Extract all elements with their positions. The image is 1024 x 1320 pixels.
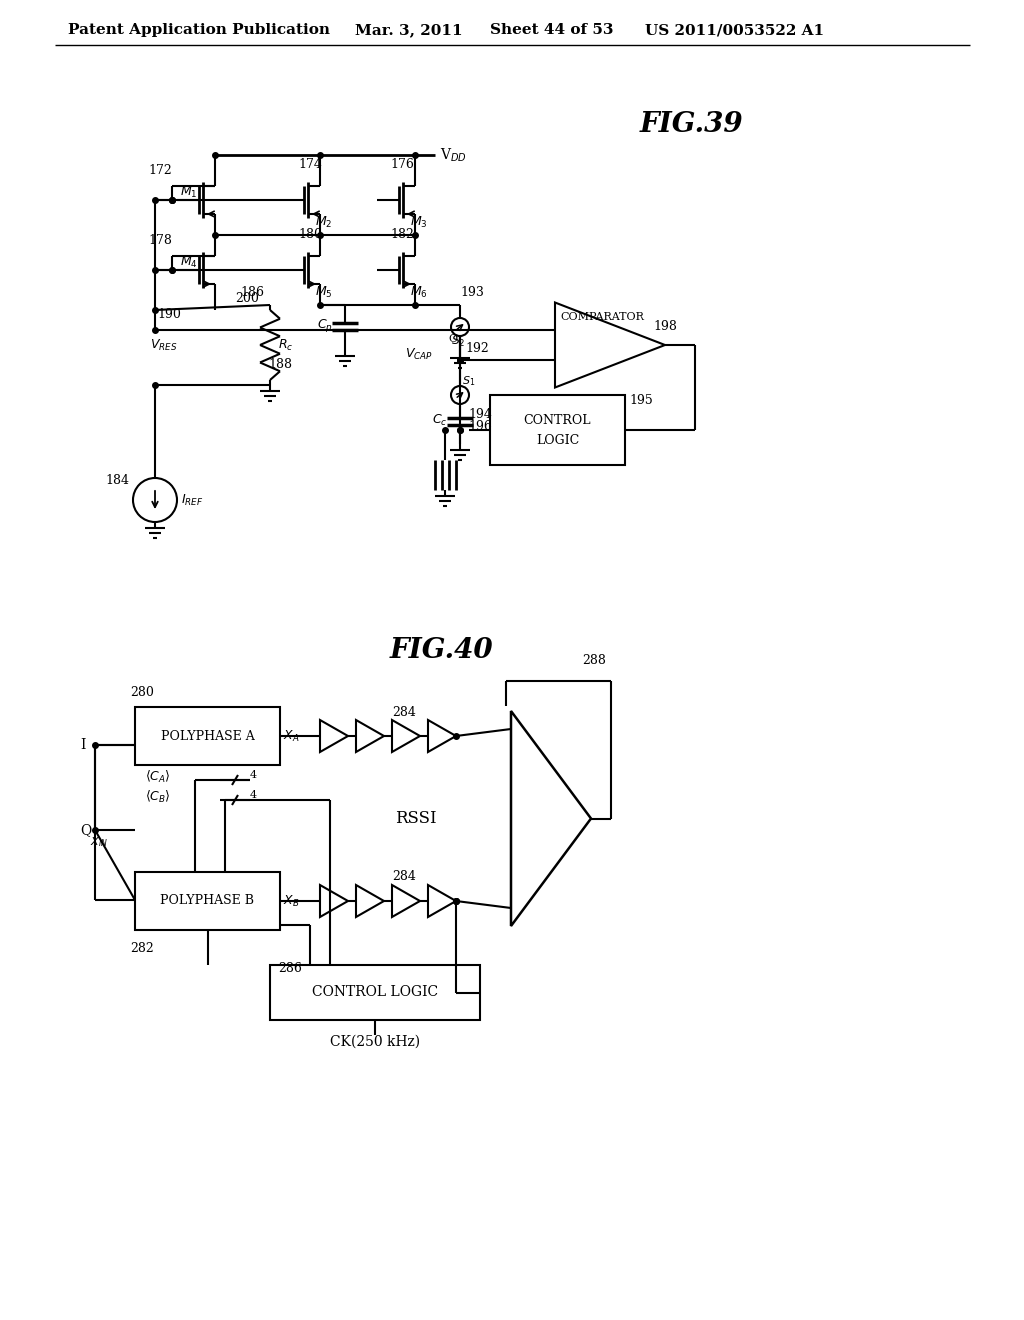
Text: 192: 192 (465, 342, 488, 355)
Text: 186: 186 (240, 285, 264, 298)
Text: $S_1$: $S_1$ (462, 374, 475, 388)
Text: 4: 4 (250, 770, 257, 780)
Text: $C_c$: $C_c$ (432, 412, 447, 428)
Text: Q: Q (80, 822, 91, 837)
Text: $M_5$: $M_5$ (315, 284, 333, 300)
Text: $X_{IN}$: $X_{IN}$ (90, 836, 108, 849)
Text: $V_{RES}$: $V_{RES}$ (150, 338, 177, 352)
Text: $\langle C_A \rangle$: $\langle C_A \rangle$ (145, 770, 171, 785)
Text: $M_3$: $M_3$ (410, 214, 428, 230)
Text: $M_2$: $M_2$ (315, 214, 333, 230)
Text: Patent Application Publication: Patent Application Publication (68, 22, 330, 37)
Text: 4: 4 (250, 789, 257, 800)
Text: CONTROL LOGIC: CONTROL LOGIC (312, 986, 438, 999)
Text: 280: 280 (130, 685, 154, 698)
Text: 195: 195 (629, 393, 652, 407)
Text: V$_{DD}$: V$_{DD}$ (440, 147, 467, 164)
Text: 182: 182 (390, 227, 414, 240)
Text: $\langle C_B \rangle$: $\langle C_B \rangle$ (145, 789, 171, 805)
Text: 174: 174 (298, 157, 322, 170)
Text: FIG.39: FIG.39 (640, 111, 743, 139)
Text: 286: 286 (278, 961, 302, 974)
Text: COMPARATOR: COMPARATOR (560, 312, 644, 322)
Text: 198: 198 (653, 321, 677, 334)
Text: POLYPHASE A: POLYPHASE A (161, 730, 254, 742)
Text: $M_1$: $M_1$ (180, 185, 198, 199)
Text: RSSI: RSSI (394, 810, 436, 828)
Text: POLYPHASE B: POLYPHASE B (161, 895, 255, 908)
Text: 184: 184 (105, 474, 129, 487)
Text: 284: 284 (392, 705, 416, 718)
Text: LOGIC: LOGIC (536, 433, 580, 446)
Text: $M_4$: $M_4$ (180, 255, 198, 269)
Text: 194: 194 (468, 408, 492, 421)
Text: CONTROL: CONTROL (523, 413, 591, 426)
Text: 172: 172 (148, 165, 172, 177)
Text: CK(250 kHz): CK(250 kHz) (330, 1035, 420, 1049)
Text: $X_A$: $X_A$ (283, 729, 299, 743)
Text: 284: 284 (392, 870, 416, 883)
Text: I: I (80, 738, 85, 752)
Bar (270, 965, 480, 1020)
Text: 200: 200 (234, 293, 259, 305)
Bar (135, 873, 280, 931)
Text: Sheet 44 of 53: Sheet 44 of 53 (490, 22, 613, 37)
Text: 282: 282 (130, 941, 154, 954)
Text: FIG.40: FIG.40 (390, 636, 494, 664)
Text: 188: 188 (268, 359, 292, 371)
Text: 180: 180 (298, 227, 322, 240)
Text: 178: 178 (148, 235, 172, 248)
Text: 196: 196 (468, 420, 492, 433)
Text: $X_B$: $X_B$ (283, 894, 300, 908)
Text: 190: 190 (157, 309, 181, 322)
Text: US 2011/0053522 A1: US 2011/0053522 A1 (645, 22, 824, 37)
Text: O: O (449, 334, 457, 345)
Bar (135, 708, 280, 766)
Text: 288: 288 (582, 655, 606, 668)
Bar (490, 395, 625, 465)
Text: $R_c$: $R_c$ (278, 338, 293, 352)
Text: 176: 176 (390, 157, 414, 170)
Text: $C_p$: $C_p$ (317, 317, 333, 334)
Text: $I_{REF}$: $I_{REF}$ (181, 492, 204, 508)
Text: $S_2$: $S_2$ (451, 334, 465, 348)
Text: 193: 193 (460, 286, 484, 300)
Text: Mar. 3, 2011: Mar. 3, 2011 (355, 22, 463, 37)
Text: $M_6$: $M_6$ (410, 284, 428, 300)
Text: $V_{CAP}$: $V_{CAP}$ (406, 346, 433, 362)
